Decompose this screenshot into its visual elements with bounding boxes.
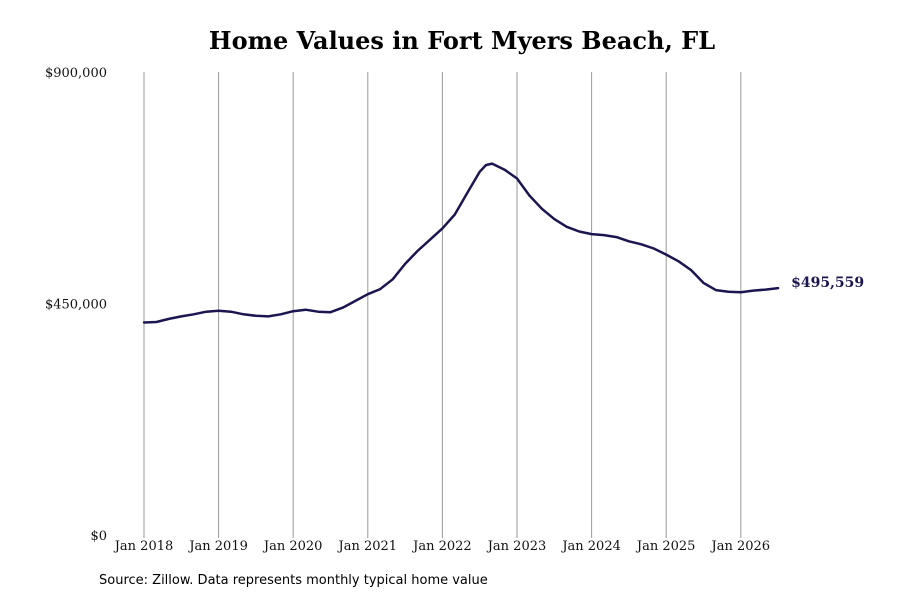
- x-tick-label: Jan 2025: [635, 539, 696, 554]
- x-tick-label: Jan 2023: [486, 539, 547, 554]
- y-tick-label: $450,000: [45, 298, 107, 313]
- x-tick-label: Jan 2018: [113, 539, 174, 554]
- end-value-label: $495,559: [791, 275, 864, 291]
- x-tick-label: Jan 2021: [337, 539, 398, 554]
- x-axis-labels: Jan 2018 Jan 2019 Jan 2020 Jan 2021 Jan 2022…: [113, 539, 770, 554]
- vertical-grid: [143, 72, 742, 538]
- annotations: $495,559: [791, 275, 864, 291]
- source-note: Source: Zillow. Data represents monthly …: [99, 573, 488, 588]
- chart-title: Home Values in Fort Myers Beach, FL: [208, 26, 716, 55]
- y-tick-label: $900,000: [45, 66, 107, 81]
- x-tick-label: Jan 2020: [262, 539, 323, 554]
- series-line: [142, 162, 780, 324]
- y-axis-labels: $900,000 $450,000 $0: [45, 66, 107, 544]
- y-tick-label: $0: [90, 529, 107, 544]
- x-tick-label: Jan 2024: [560, 539, 621, 554]
- x-tick-label: Jan 2026: [710, 539, 771, 554]
- x-tick-label: Jan 2022: [411, 539, 472, 554]
- x-tick-label: Jan 2019: [187, 539, 248, 554]
- series-group: [142, 162, 780, 324]
